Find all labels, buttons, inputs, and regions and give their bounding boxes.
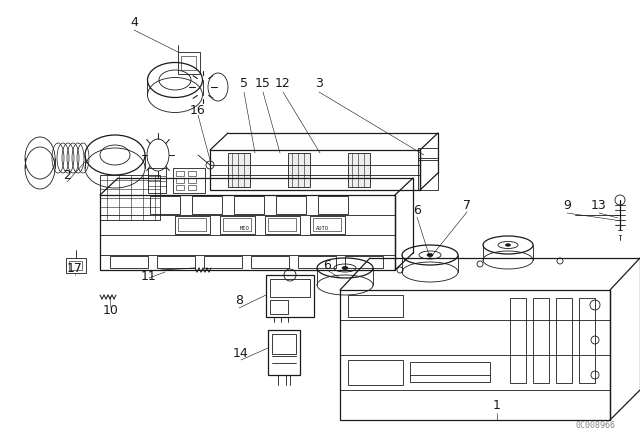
Bar [579,298,595,383]
Bar [100,195,395,270]
Bar [298,256,336,268]
Text: 7: 7 [463,198,471,211]
Bar [192,196,222,214]
Bar [272,334,296,354]
Text: 5: 5 [240,77,248,90]
Bar [100,175,160,220]
Text: AUTO: AUTO [316,225,328,231]
Bar [176,178,184,183]
Ellipse shape [427,254,433,257]
Bar [533,298,549,383]
Text: 1: 1 [493,399,501,412]
Bar [223,218,251,231]
Bar [313,218,341,231]
Bar [348,360,403,385]
Ellipse shape [342,267,348,270]
Text: 15: 15 [255,77,271,90]
Bar [176,185,184,190]
Bar [188,185,196,190]
Bar [178,52,200,74]
Bar [340,290,610,420]
Bar [310,216,345,234]
Bar [157,256,195,268]
Bar [418,158,438,190]
Bar [348,295,403,317]
Bar [210,150,420,190]
Bar [220,216,255,234]
Bar [66,258,86,273]
Text: MIO: MIO [240,225,250,231]
Ellipse shape [506,244,511,246]
Bar [266,275,314,317]
Text: 6: 6 [323,258,331,271]
Bar [556,298,572,383]
Text: 13: 13 [591,198,607,211]
Bar [268,330,300,375]
Text: 2: 2 [63,168,71,181]
Bar [148,168,166,193]
Bar [204,256,242,268]
Bar [178,218,206,231]
Text: 17: 17 [67,262,83,275]
Bar [348,153,370,187]
Bar [276,196,306,214]
Bar [69,261,82,270]
Bar [150,196,180,214]
Text: 0C008966: 0C008966 [575,421,615,430]
Bar [270,279,310,297]
Text: 9: 9 [563,198,571,211]
Text: 14: 14 [233,346,249,359]
Bar [110,256,148,268]
Text: 3: 3 [315,77,323,90]
Bar [265,216,300,234]
Bar [181,56,196,70]
Text: 12: 12 [275,77,291,90]
Text: 16: 16 [190,103,206,116]
Bar [288,153,310,187]
Text: 11: 11 [141,270,157,283]
Text: 8: 8 [235,293,243,306]
Bar [345,256,383,268]
Text: 6: 6 [413,203,421,216]
Bar [410,362,490,382]
Bar [418,148,438,160]
Bar [176,171,184,176]
Text: 10: 10 [103,303,119,316]
Bar [270,300,288,314]
Bar [175,216,210,234]
Bar [251,256,289,268]
Bar [318,196,348,214]
Bar [510,298,526,383]
Bar [173,168,205,193]
Bar [228,153,250,187]
Bar [188,171,196,176]
Bar [188,178,196,183]
Bar [268,218,296,231]
Bar [234,196,264,214]
Text: 4: 4 [130,16,138,29]
